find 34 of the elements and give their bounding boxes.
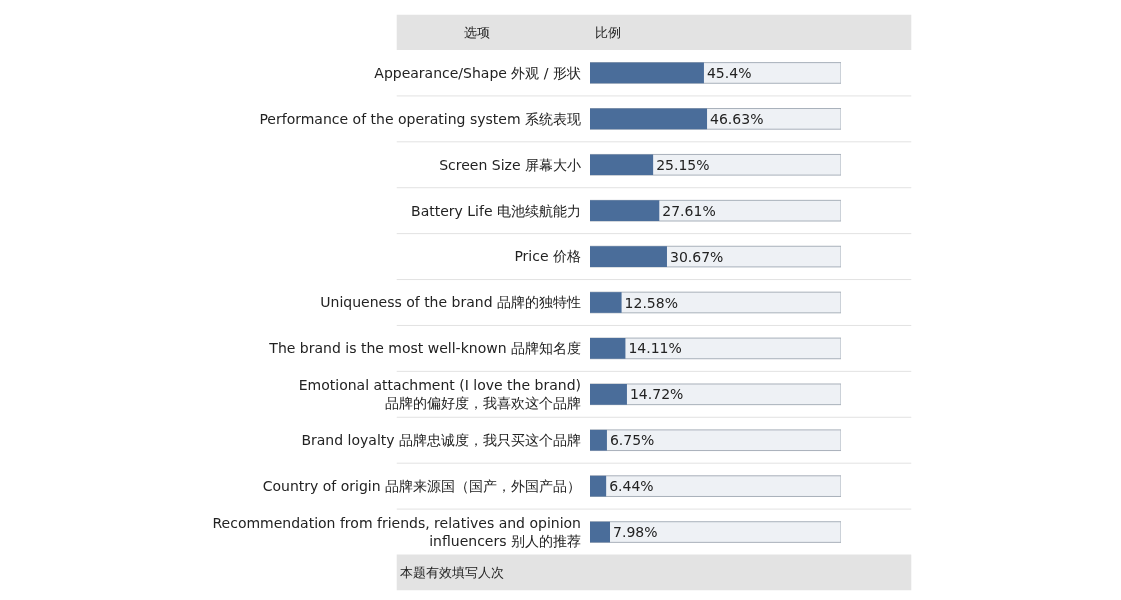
y-tick-label: Appearance/Shape 外观 / 形状 bbox=[374, 64, 581, 81]
y-tick-label: Screen Size 屏幕大小 bbox=[439, 156, 581, 173]
text: 比例 bbox=[595, 25, 621, 40]
y-tick-label: The brand is the most well-known 品牌知名度 bbox=[268, 340, 581, 357]
data-label: 14.72% bbox=[629, 386, 684, 403]
bar bbox=[590, 383, 627, 405]
bar bbox=[590, 154, 654, 176]
bar bbox=[590, 475, 607, 497]
y-tick-label: Battery Life 电池续航能力 bbox=[411, 202, 581, 219]
bar bbox=[590, 292, 622, 313]
y-tick-label: Brand loyalty 品牌忠诚度，我只买这个品牌 bbox=[301, 432, 581, 449]
y-tick-label: Emotional attachment (I love the brand) 品牌的偏好度，我喜欢这个品牌 bbox=[298, 377, 581, 412]
y-tick-label: Performance of the operating system 系统表现 bbox=[259, 110, 581, 127]
data-label: 45.4% bbox=[706, 64, 752, 81]
data-label: 6.75% bbox=[609, 432, 655, 449]
y-tick-label: Price 价格 bbox=[514, 248, 581, 265]
data-label: 27.61% bbox=[662, 202, 716, 219]
bar bbox=[590, 521, 611, 543]
y-tick-label: Country of origin 品牌来源国（国产，外国产品） bbox=[262, 478, 581, 495]
bar bbox=[590, 338, 626, 359]
data-label: 14.11% bbox=[628, 340, 682, 357]
bar bbox=[590, 246, 667, 267]
data-label: 12.58% bbox=[624, 294, 678, 311]
text: 选项 bbox=[464, 25, 490, 40]
bar bbox=[590, 200, 660, 222]
bar bbox=[590, 429, 607, 451]
y-tick-label: Uniqueness of the brand 品牌的独特性 bbox=[320, 294, 581, 311]
data-label: 6.44% bbox=[609, 478, 654, 495]
data-label: 46.63% bbox=[710, 110, 764, 127]
data-label: 25.15% bbox=[656, 156, 710, 173]
data-label: 30.67% bbox=[669, 248, 724, 265]
data-label: 7.98% bbox=[613, 524, 658, 541]
y-tick-label: Recommendation from friends, relatives and opinion influencers 别人的推荐 bbox=[212, 514, 581, 550]
text: 本题有效填写人次 bbox=[400, 565, 504, 580]
